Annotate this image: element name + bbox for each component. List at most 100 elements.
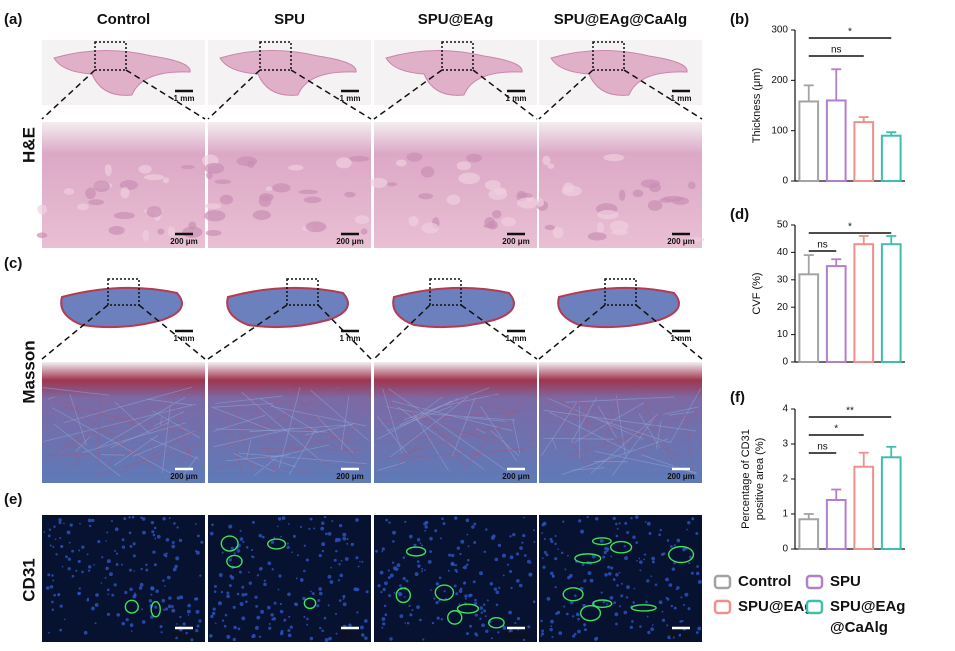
cd31-nucleus	[615, 573, 619, 577]
cd31-nucleus	[635, 541, 639, 545]
masson-fiber	[149, 438, 200, 460]
cd31-nucleus	[303, 544, 306, 547]
cd31-nucleus	[644, 520, 647, 523]
cd31-nucleus	[416, 605, 420, 610]
cd31-vessel	[226, 554, 243, 568]
cd31-nucleus	[583, 623, 587, 627]
cd31-nucleus	[81, 570, 84, 574]
masson-fiber	[211, 402, 274, 408]
cd31-nucleus	[321, 629, 324, 633]
cd31-nucleus	[132, 554, 136, 558]
cd31-nucleus	[616, 584, 619, 587]
cd31-nucleus	[311, 592, 315, 596]
he-texture	[120, 187, 130, 199]
zoom-box	[429, 278, 462, 306]
cd31-nucleus	[330, 566, 332, 569]
cd31-nucleus	[306, 617, 309, 621]
cd31-nucleus	[51, 600, 54, 604]
he-texture	[649, 182, 661, 193]
cd31-nucleus	[529, 562, 532, 564]
cd31-nucleus	[224, 613, 228, 617]
cd31-nucleus	[404, 622, 407, 624]
cd31-nucleus	[213, 584, 217, 588]
cd31-nucleus	[466, 558, 470, 562]
cd31-nucleus	[174, 564, 178, 569]
zoom-box	[604, 278, 637, 306]
masson-fiber	[670, 388, 701, 443]
y-tick-label: 40	[777, 247, 789, 258]
cd31-nucleus	[166, 575, 171, 580]
cd31-nucleus	[533, 529, 535, 532]
cd31-nucleus	[672, 636, 675, 639]
cd31-nucleus	[309, 590, 312, 593]
cd31-nucleus	[364, 636, 368, 640]
cd31-nucleus	[490, 637, 493, 640]
scale-bar-label: 1 mm	[506, 334, 527, 343]
masson-fiber	[69, 393, 87, 446]
cd31-nucleus	[211, 523, 214, 527]
he-texture	[685, 237, 705, 242]
cd31-nucleus	[405, 579, 409, 583]
cd31-nucleus	[94, 622, 97, 625]
legend-label: SPU@EAg	[830, 598, 905, 615]
cd31-nucleus	[87, 569, 91, 572]
masson-fiber	[152, 410, 201, 439]
he-texture	[219, 194, 234, 205]
cd31-nucleus	[78, 587, 81, 590]
column-header: SPU	[274, 11, 305, 28]
cd31-nucleus	[111, 593, 115, 597]
cd31-nucleus	[630, 516, 633, 520]
cd31-nucleus	[551, 635, 554, 638]
masson-fiber	[407, 448, 523, 458]
cd31-nucleus	[479, 571, 484, 576]
cd31-nucleus	[431, 621, 435, 625]
masson-fiber	[398, 406, 484, 470]
cd31-nucleus	[331, 520, 334, 523]
he-texture	[456, 161, 472, 171]
cd31-nucleus	[286, 542, 289, 545]
cd31-nucleus	[165, 538, 170, 542]
cd31-nucleus	[549, 537, 553, 541]
cd31-nucleus	[318, 591, 323, 596]
zoom-line	[460, 304, 538, 360]
masson-fiber	[460, 389, 533, 473]
y-tick-label: 200	[771, 75, 788, 86]
masson-fiber	[241, 391, 323, 463]
masson-fiber	[551, 437, 557, 450]
masson-fiber	[310, 389, 369, 441]
he-texture	[370, 177, 388, 188]
cd31-nucleus	[466, 563, 469, 567]
cd31-nucleus	[132, 542, 136, 546]
cd31-nucleus	[86, 597, 90, 600]
masson-fiber	[132, 430, 197, 457]
zoom-box	[441, 41, 474, 71]
cd31-nucleus	[342, 532, 347, 537]
cd31-nucleus	[661, 610, 664, 613]
cd31-nucleus	[200, 540, 204, 544]
y-tick-label: 30	[777, 274, 789, 285]
cd31-nucleus	[506, 563, 510, 566]
significance-label: *	[834, 424, 838, 435]
masson-fiber	[661, 412, 702, 425]
cd31-nucleus	[670, 604, 674, 608]
masson-fiber	[150, 443, 162, 467]
cd31-nucleus	[53, 593, 56, 597]
he-texture	[484, 180, 501, 191]
cd31-nucleus	[128, 516, 131, 519]
cd31-nucleus	[353, 587, 358, 592]
cd31-nucleus	[551, 574, 555, 578]
he-texture	[63, 188, 75, 195]
cd31-nucleus	[359, 625, 364, 630]
cd31-nucleus	[425, 520, 428, 523]
bar	[798, 518, 820, 550]
cd31-nucleus	[248, 581, 253, 585]
cd31-nucleus	[583, 579, 587, 583]
cd31-nucleus	[424, 569, 426, 571]
cd31-nucleus	[162, 608, 166, 611]
cd31-nucleus	[296, 554, 299, 557]
masson-fiber	[602, 397, 618, 450]
cd31-nucleus	[67, 557, 72, 561]
he-texture	[37, 204, 48, 215]
cd31-nucleus	[263, 582, 267, 587]
cd31-nucleus	[69, 523, 73, 527]
